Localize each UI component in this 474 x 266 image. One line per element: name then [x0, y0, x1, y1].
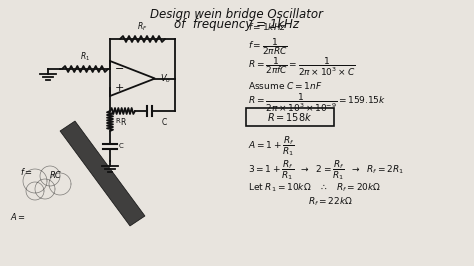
Text: $3 = 1 + \dfrac{R_f}{R_1}$  $\rightarrow$  $2 = \dfrac{R_f}{R_1}$  $\rightarrow$: $3 = 1 + \dfrac{R_f}{R_1}$ $\rightarrow$… — [248, 158, 404, 182]
Text: $f = \dfrac{1}{2\pi RC}$: $f = \dfrac{1}{2\pi RC}$ — [248, 36, 288, 57]
Text: R: R — [120, 118, 125, 127]
Text: $f = 1kHz$: $f = 1kHz$ — [248, 21, 287, 32]
Text: $R = \dfrac{1}{2\pi f C} = \dfrac{1}{2\pi \times 10^3 \times C}$: $R = \dfrac{1}{2\pi f C} = \dfrac{1}{2\p… — [248, 56, 356, 78]
Text: $R = \dfrac{1}{2\pi \times 10^3 \times 10^{-9}} = 159.15k$: $R = \dfrac{1}{2\pi \times 10^3 \times 1… — [248, 92, 386, 114]
Text: Design wein bridge Oscillator: Design wein bridge Oscillator — [151, 8, 323, 21]
Text: $R = 158k$: $R = 158k$ — [267, 111, 313, 123]
Text: $A = 1 + \dfrac{R_f}{R_1}$: $A = 1 + \dfrac{R_f}{R_1}$ — [248, 134, 295, 158]
Text: $f =$: $f =$ — [20, 166, 33, 177]
Text: $R_F$: $R_F$ — [137, 20, 148, 33]
Text: $R_1$: $R_1$ — [80, 51, 90, 63]
Polygon shape — [60, 121, 145, 226]
Text: C: C — [119, 143, 124, 149]
Text: $A =$: $A =$ — [10, 211, 26, 222]
Text: $R_f = 22k\Omega$: $R_f = 22k\Omega$ — [308, 196, 353, 209]
Bar — [246, 108, 334, 126]
Text: +: + — [115, 83, 124, 93]
Text: of  frequency = 1kHz: of frequency = 1kHz — [174, 18, 300, 31]
Text: −: − — [115, 64, 124, 74]
Text: Assume $C = 1nF$: Assume $C = 1nF$ — [248, 80, 322, 91]
Text: C: C — [162, 118, 167, 127]
Text: Let $R_1 = 10k\Omega$   $\therefore$   $R_f = 20k\Omega$: Let $R_1 = 10k\Omega$ $\therefore$ $R_f … — [248, 181, 381, 193]
Text: $V_o$: $V_o$ — [160, 72, 171, 85]
Text: R: R — [115, 118, 120, 124]
Text: RC: RC — [50, 171, 62, 180]
